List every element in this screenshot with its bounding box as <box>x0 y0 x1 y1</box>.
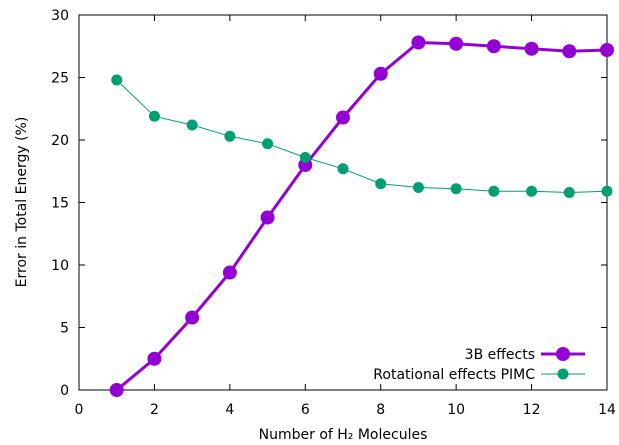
x-tick-label: 2 <box>150 402 159 418</box>
x-tick-label: 14 <box>598 402 616 418</box>
x-axis-label: Number of H₂ Molecules <box>259 427 428 443</box>
series-1-point <box>601 185 613 197</box>
y-tick-label: 0 <box>60 383 69 399</box>
series-0-point <box>222 265 237 280</box>
series-1-point <box>224 130 236 142</box>
series-0-point <box>411 35 426 50</box>
series-line-0 <box>115 40 608 392</box>
legend-label-3b: 3B effects <box>465 347 535 363</box>
series-0-point <box>109 383 124 397</box>
series-1-point <box>488 185 500 197</box>
legend-marker-3b <box>556 347 570 361</box>
series-0-point <box>373 66 388 81</box>
y-tick-label: 20 <box>51 133 69 149</box>
plot-frame <box>78 14 608 391</box>
series-0-point <box>486 39 501 54</box>
legend: 3B effects Rotational effects PIMC <box>373 347 585 383</box>
x-tick-label: 4 <box>225 402 234 418</box>
series-0-point <box>524 41 539 56</box>
series-0-point <box>449 36 464 51</box>
y-axis-label: Error in Total Energy (%) <box>14 117 30 288</box>
x-tick-label: 6 <box>301 402 310 418</box>
legend-marker-pimc <box>557 368 569 380</box>
series-0-point <box>562 44 577 59</box>
y-tick-label: 15 <box>51 196 69 212</box>
series-0-point <box>147 351 162 366</box>
series-0-point <box>336 110 350 125</box>
series-1-point <box>148 110 160 122</box>
series-0-point <box>185 310 200 325</box>
ticks: 0 2 4 6 8 10 12 14 0 5 10 15 20 25 30 <box>51 8 616 418</box>
y-tick-label: 30 <box>51 8 69 24</box>
legend-label-pimc: Rotational effects PIMC <box>373 367 535 383</box>
series-1-point <box>412 182 424 193</box>
x-tick-label: 10 <box>447 402 465 418</box>
series-1-point <box>563 187 575 198</box>
series-line-1 <box>116 79 608 194</box>
series-1-point <box>526 185 538 197</box>
series-1-point <box>375 178 387 190</box>
y-tick-label: 25 <box>51 71 69 87</box>
series-1-point <box>450 183 462 195</box>
series-0-point <box>260 210 275 225</box>
x-tick-label: 8 <box>376 402 385 418</box>
series-1-point <box>337 163 349 175</box>
series-1-point <box>111 74 123 86</box>
series-1-point <box>299 152 311 163</box>
y-tick-label: 10 <box>51 258 69 274</box>
x-tick-label: 0 <box>75 402 84 418</box>
x-tick-label: 12 <box>523 402 541 418</box>
series-1-point <box>186 119 198 131</box>
y-tick-label: 5 <box>60 321 69 337</box>
series-layer <box>109 35 614 397</box>
series-0-point <box>600 43 614 57</box>
series-1-point <box>262 138 274 150</box>
